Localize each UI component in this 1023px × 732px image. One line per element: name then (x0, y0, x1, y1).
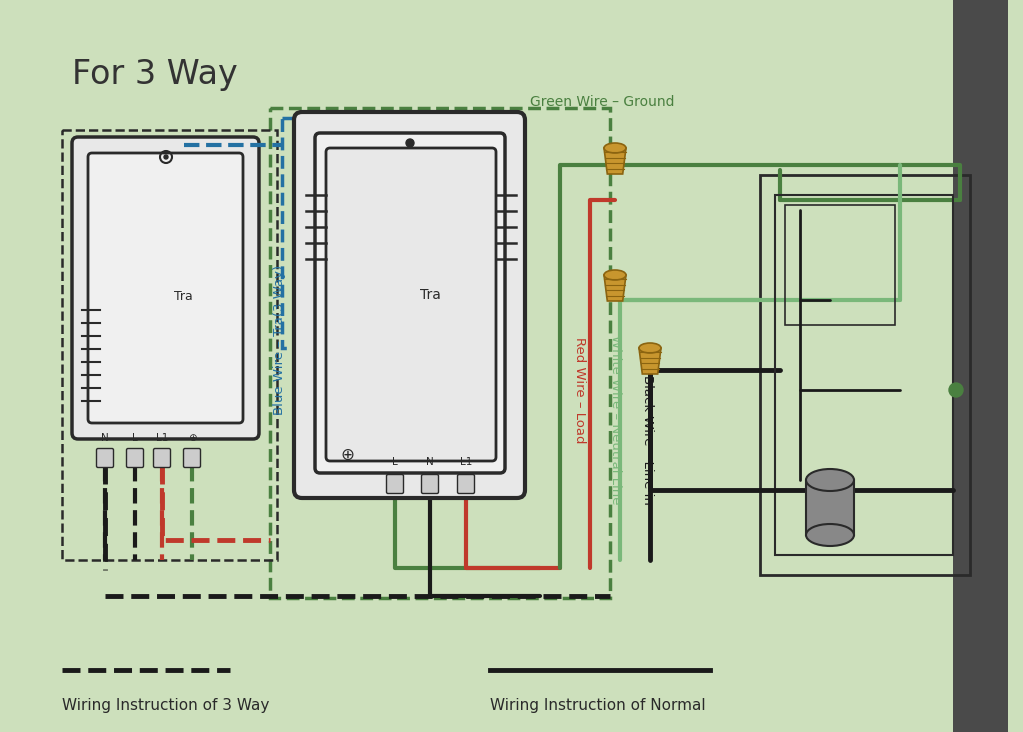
Text: L1: L1 (155, 433, 168, 443)
FancyBboxPatch shape (183, 449, 201, 468)
FancyBboxPatch shape (387, 474, 403, 493)
FancyBboxPatch shape (421, 474, 439, 493)
Bar (775, 195, 953, 555)
Ellipse shape (604, 270, 626, 280)
Text: ⊕: ⊕ (340, 446, 354, 464)
FancyBboxPatch shape (315, 133, 505, 473)
Ellipse shape (639, 343, 661, 353)
Text: Tra: Tra (419, 288, 441, 302)
Bar (953, 0, 1008, 732)
Text: N: N (427, 457, 434, 467)
Text: ⊕: ⊕ (187, 433, 196, 443)
FancyBboxPatch shape (127, 449, 143, 468)
Ellipse shape (604, 143, 626, 153)
FancyBboxPatch shape (457, 474, 475, 493)
Text: L1: L1 (459, 457, 473, 467)
Text: White Wire – Neutral Line: White Wire – Neutral Line (609, 335, 622, 505)
Text: Wiring Instruction of Normal: Wiring Instruction of Normal (490, 698, 706, 713)
Text: Blue Wire – Tra(3 Way): Blue Wire – Tra(3 Way) (273, 265, 286, 415)
FancyBboxPatch shape (72, 137, 259, 439)
Ellipse shape (806, 524, 854, 546)
FancyBboxPatch shape (294, 112, 525, 498)
Polygon shape (639, 348, 661, 374)
Text: Tra: Tra (174, 289, 192, 302)
Bar (760, 175, 970, 575)
Text: Wiring Instruction of 3 Way: Wiring Instruction of 3 Way (62, 698, 269, 713)
Polygon shape (604, 275, 626, 301)
Circle shape (949, 383, 963, 397)
FancyBboxPatch shape (88, 153, 243, 423)
Bar (785, 205, 895, 325)
Circle shape (406, 139, 414, 147)
Text: Red Wire – Load: Red Wire – Load (574, 337, 586, 444)
Bar (282, 118, 482, 348)
FancyBboxPatch shape (96, 449, 114, 468)
Bar (806, 480, 854, 535)
Text: For 3 Way: For 3 Way (72, 58, 237, 91)
FancyBboxPatch shape (153, 449, 171, 468)
Text: Black Wire – Line in: Black Wire – Line in (641, 375, 655, 505)
Text: L: L (132, 433, 138, 443)
Text: L: L (392, 457, 398, 467)
Circle shape (164, 155, 168, 159)
Text: Green Wire – Ground: Green Wire – Ground (530, 95, 674, 109)
Bar (270, 108, 610, 598)
Polygon shape (604, 148, 626, 174)
Ellipse shape (806, 469, 854, 491)
Bar (62, 130, 277, 560)
FancyBboxPatch shape (326, 148, 496, 461)
Text: N: N (101, 433, 108, 443)
